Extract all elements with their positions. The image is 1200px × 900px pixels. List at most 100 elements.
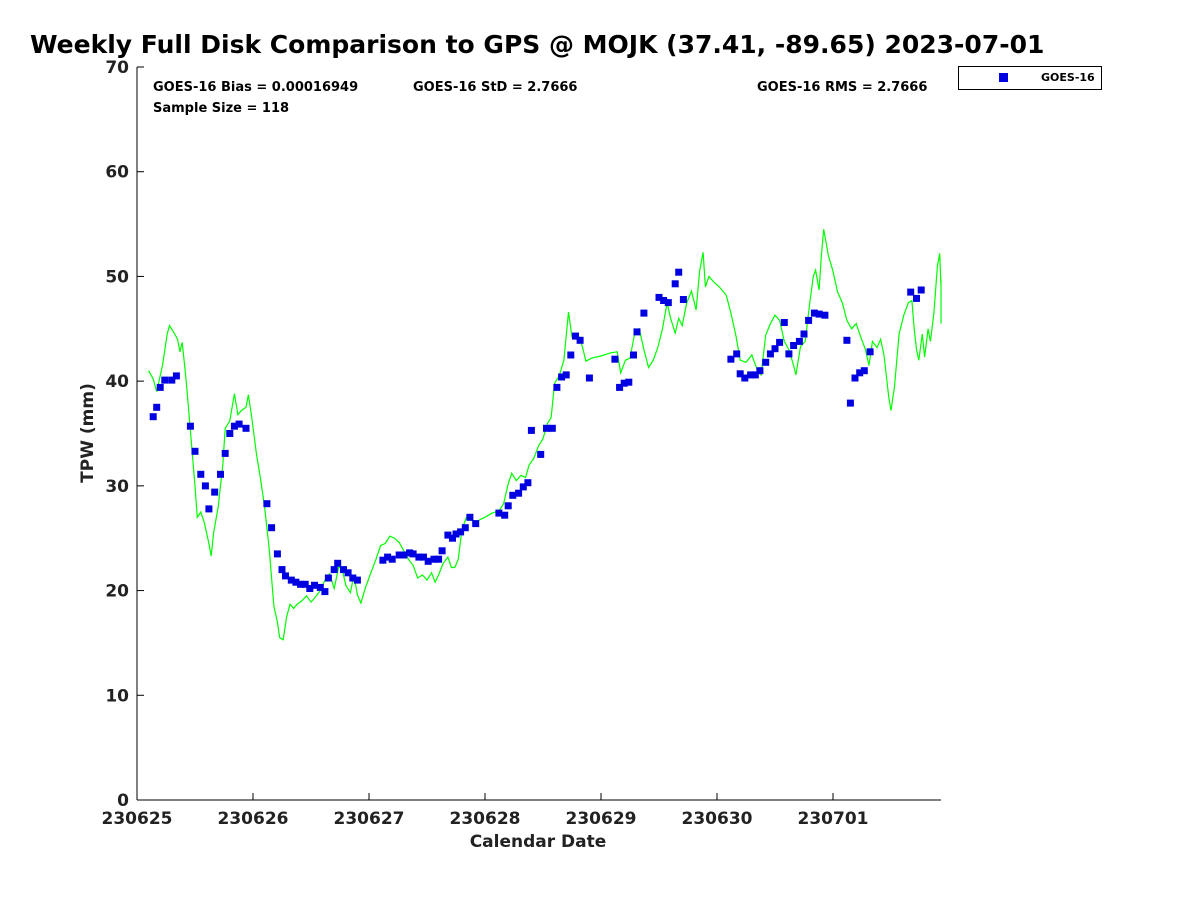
goes16-data-point — [567, 351, 575, 359]
goes16-data-point — [340, 566, 347, 574]
y-tick-label: 70 — [105, 58, 129, 78]
sample-size-stat: Sample Size = 118 — [153, 101, 290, 116]
legend-marker-goes16 — [999, 73, 1008, 82]
goes16-data-point — [452, 530, 460, 538]
goes16-data-point — [747, 371, 755, 379]
goes16-data-point — [316, 583, 324, 591]
goes16-data-point — [400, 551, 408, 559]
goes16-data-point — [821, 311, 829, 319]
goes16-data-point — [762, 358, 770, 366]
goes16-data-point — [501, 511, 509, 519]
goes16-data-point — [353, 576, 361, 584]
goes16-data-point — [519, 483, 527, 491]
goes16-data-point — [675, 268, 683, 276]
goes16-data-point — [553, 383, 561, 391]
goes16-data-point — [349, 574, 357, 582]
goes16-data-point — [430, 555, 438, 563]
goes16-data-point — [466, 513, 474, 521]
goes16-data-point — [543, 424, 550, 432]
x-tick-label: 230630 — [682, 809, 753, 829]
goes16-data-point — [856, 369, 864, 377]
x-tick-label: 230625 — [102, 809, 173, 829]
legend-label-goes16: GOES-16 — [1041, 71, 1095, 84]
axes — [136, 66, 941, 801]
goes16-data-point — [800, 330, 808, 338]
goes16-data-point — [736, 370, 744, 378]
goes16-data-point — [153, 403, 161, 411]
goes16-data-point — [444, 531, 452, 539]
goes16-data-point — [671, 280, 679, 288]
x-tick-label: 230629 — [566, 809, 637, 829]
goes16-data-point — [548, 424, 556, 432]
goes16-data-point — [235, 420, 243, 428]
goes16-data-point — [866, 348, 874, 356]
bias-stat: GOES-16 Bias = 0.00016949 — [153, 80, 359, 95]
goes16-data-point — [156, 383, 164, 391]
y-tick-label: 0 — [117, 791, 129, 811]
y-tick-label: 10 — [105, 686, 129, 706]
goes16-data-point — [168, 376, 176, 384]
goes16-data-point — [149, 413, 157, 421]
tick-labels-layer: 0 10 20 30 40 50 60 70 230625 230626 230627 230628 2… — [102, 58, 869, 829]
y-tick-label: 40 — [105, 372, 129, 392]
goes16-data-point — [191, 447, 199, 455]
goes16-data-point — [727, 355, 735, 363]
gps-line — [148, 229, 942, 641]
goes16-data-point — [415, 553, 423, 561]
x-tick-label: 230626 — [218, 809, 289, 829]
goes16-data-point — [242, 424, 250, 432]
goes16-data-point — [509, 491, 517, 499]
y-tick-label: 30 — [105, 477, 129, 497]
goes16-data-point — [435, 555, 443, 563]
y-tick-label: 50 — [105, 267, 129, 287]
goes16-data-point — [504, 502, 512, 510]
goes16-data-point — [420, 553, 427, 561]
goes16-data-point — [751, 371, 759, 379]
goes16-data-point — [306, 585, 314, 592]
goes16-data-point — [572, 332, 579, 340]
goes16-data-point — [810, 309, 818, 317]
goes16-data-point — [780, 319, 788, 326]
goes16-data-point — [625, 378, 633, 386]
goes16-data-point — [766, 350, 774, 358]
goes16-data-point — [226, 430, 234, 437]
x-axis-title: Calendar Date — [470, 832, 607, 852]
goes16-data-point — [461, 524, 469, 532]
x-tick-label: 230701 — [798, 809, 869, 829]
goes16-data-point — [795, 337, 803, 345]
x-tick-label: 230627 — [334, 809, 405, 829]
goes16-data-point — [205, 505, 213, 513]
y-tick-label: 60 — [105, 163, 129, 183]
goes16-data-point — [576, 336, 584, 344]
goes16-data-point — [616, 383, 624, 391]
gps-line-layer — [148, 229, 942, 641]
goes16-points-layer — [149, 268, 925, 596]
goes16-data-point — [424, 557, 432, 565]
goes16-data-point — [278, 566, 286, 574]
goes16-data-point — [790, 342, 798, 349]
goes16-data-point — [537, 450, 545, 458]
goes16-data-point — [197, 470, 205, 478]
goes16-data-point — [287, 576, 295, 584]
goes16-data-point — [211, 488, 219, 496]
goes16-data-point — [655, 293, 663, 301]
goes16-data-point — [527, 426, 535, 434]
goes16-data-point — [395, 551, 403, 559]
goes16-data-point — [172, 372, 180, 380]
goes16-data-point — [292, 578, 300, 586]
chart-title: Weekly Full Disk Comparison to GPS @ MOJ… — [30, 30, 1045, 59]
goes16-data-point — [660, 297, 668, 304]
goes16-data-point — [321, 588, 329, 596]
goes16-data-point — [907, 288, 915, 296]
goes16-data-point — [851, 374, 859, 382]
goes16-data-point — [311, 581, 318, 589]
goes16-data-point — [384, 553, 392, 561]
y-tick-label: 20 — [105, 582, 129, 602]
goes16-data-point — [230, 422, 238, 430]
goes16-data-point — [640, 309, 648, 317]
y-axis-title: TPW (mm) — [78, 383, 98, 483]
goes16-data-point — [815, 310, 823, 318]
goes16-data-point — [860, 367, 868, 375]
std-stat: GOES-16 StD = 2.7666 — [413, 80, 578, 95]
goes16-data-point — [733, 350, 741, 358]
